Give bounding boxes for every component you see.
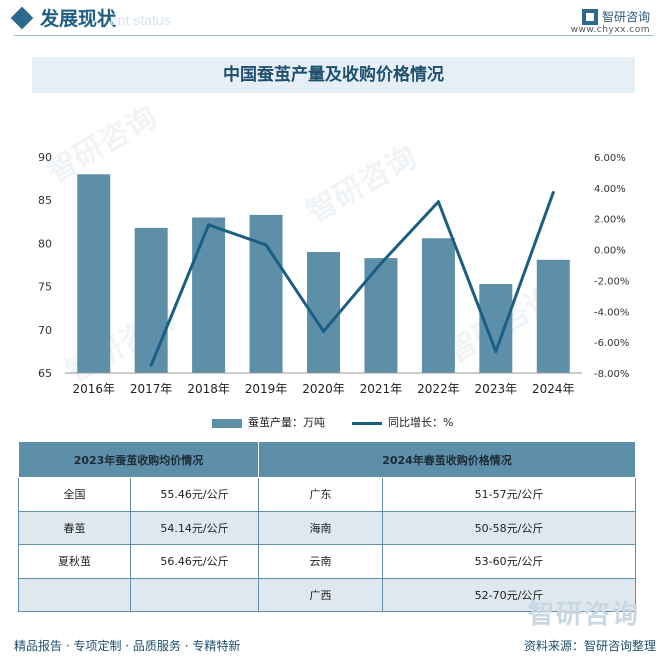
table-cell: 广东 — [258, 477, 383, 512]
y-right-tick-label: -2.00% — [594, 276, 629, 287]
x-tick-label: 2021年 — [360, 382, 403, 396]
growth-point — [379, 261, 383, 265]
y-right-tick-label: -6.00% — [594, 338, 629, 349]
brand-name: 智研咨询 — [601, 10, 650, 24]
table-cell: 50-58元/公斤 — [382, 510, 636, 545]
table-cell: 51-57元/公斤 — [382, 477, 636, 512]
price-table: 2023年蚕茧收购均价情况 2024年春茧收购价格情况 全国 55.46元/公斤… — [18, 441, 636, 612]
y-right-tick-label: -4.00% — [594, 307, 629, 318]
x-tick-label: 2022年 — [417, 382, 460, 396]
legend-item-line: 同比增长：% — [352, 414, 453, 430]
y-left-tick-label: 65 — [38, 367, 52, 380]
bar — [479, 284, 513, 373]
x-tick-label: 2020年 — [302, 382, 345, 396]
growth-point — [207, 223, 211, 227]
growth-point — [436, 200, 440, 204]
y-left-tick-label: 90 — [38, 151, 52, 164]
header-divider — [14, 35, 654, 36]
table-cell: 海南 — [258, 510, 383, 545]
y-right-tick-label: 6.00% — [594, 153, 626, 164]
table-cell: 广西 — [258, 577, 383, 612]
table-cell: 春茧 — [18, 510, 131, 545]
footer-slogan: 精品报告 · 专项定制 · 品质服务 · 专精特新 — [14, 639, 241, 653]
growth-point — [149, 363, 153, 367]
ghost-text: ent status — [110, 12, 171, 28]
chart-title: 中国蚕茧产量及收购价格情况 — [32, 57, 635, 93]
x-tick-label: 2024年 — [532, 382, 575, 396]
section-title: 发展现状 — [40, 8, 117, 30]
brand-logo-icon — [581, 8, 598, 25]
chart-legend: 蚕茧产量：万吨 同比增长：% — [0, 414, 668, 430]
x-tick-label: 2017年 — [130, 382, 173, 396]
bar — [536, 259, 570, 373]
brand: 智研咨询 www.chyxx.com — [571, 6, 650, 35]
x-tick-label: 2019年 — [245, 382, 288, 396]
table-row: 春茧 54.14元/公斤 海南 50-58元/公斤 — [18, 510, 636, 545]
y-right-tick-label: 0.00% — [594, 246, 626, 257]
y-left-tick-label: 85 — [38, 194, 52, 207]
bar — [134, 227, 168, 373]
table-header-left: 2023年蚕茧收购均价情况 — [18, 441, 259, 478]
bar — [77, 174, 111, 373]
chart: 65 70 75 80 85 90 -8.00% -6.00% -4.00% -2.00% 0.00… — [38, 151, 629, 396]
legend-item-bar: 蚕茧产量：万吨 — [212, 414, 325, 430]
table-cell: 53-60元/公斤 — [382, 544, 636, 579]
y-right-tick-label: 4.00% — [594, 184, 626, 195]
table-cell: 全国 — [18, 477, 131, 512]
table-cell: 56.46元/公斤 — [130, 544, 259, 579]
table-cell: 云南 — [258, 544, 383, 579]
y-right-tick-label: 2.00% — [594, 215, 626, 226]
legend-bar-swatch — [212, 418, 242, 428]
table-row: 全国 55.46元/公斤 广东 51-57元/公斤 — [18, 477, 636, 512]
table-cell: 夏秋茧 — [18, 544, 131, 579]
table-cell: 54.14元/公斤 — [130, 510, 259, 545]
legend-line-swatch — [352, 421, 382, 425]
bar — [249, 214, 283, 373]
y-left-tick-label: 70 — [38, 324, 52, 337]
table-cell — [130, 577, 259, 612]
brand-url: www.chyxx.com — [570, 25, 650, 35]
footer-source: 资料来源：智研咨询整理 — [523, 639, 656, 653]
growth-point — [494, 349, 498, 353]
x-tick-label: 2018年 — [187, 382, 230, 396]
growth-point — [264, 243, 268, 247]
y-right-tick-label: -8.00% — [594, 369, 629, 380]
x-tick-label: 2016年 — [72, 382, 115, 396]
y-left-tick-label: 75 — [38, 281, 52, 294]
table-row: 夏秋茧 56.46元/公斤 云南 53-60元/公斤 — [18, 544, 636, 579]
legend-line-label: 同比增长：% — [388, 416, 454, 429]
legend-bar-label: 蚕茧产量：万吨 — [248, 416, 325, 429]
table-cell — [18, 577, 131, 612]
y-left-tick-label: 80 — [38, 237, 52, 250]
bar — [421, 238, 455, 373]
table-cell: 55.46元/公斤 — [130, 477, 259, 512]
footer-watermark: 智研咨询 — [527, 600, 640, 630]
growth-point — [551, 190, 555, 194]
table-cell: 52-70元/公斤 — [382, 577, 636, 612]
page-footer: 智研咨询 精品报告 · 专项定制 · 品质服务 · 专精特新 资料来源：智研咨询… — [0, 600, 668, 658]
table-header-right: 2024年春茧收购价格情况 — [258, 441, 636, 478]
table-row: 广西 52-70元/公斤 — [18, 577, 636, 612]
growth-point — [322, 329, 325, 333]
x-tick-label: 2023年 — [475, 382, 518, 396]
bar — [192, 217, 226, 373]
growth-line — [149, 191, 555, 366]
page-header: 发展现状 ent status 智研咨询 www.chyxx.com — [0, 0, 668, 40]
